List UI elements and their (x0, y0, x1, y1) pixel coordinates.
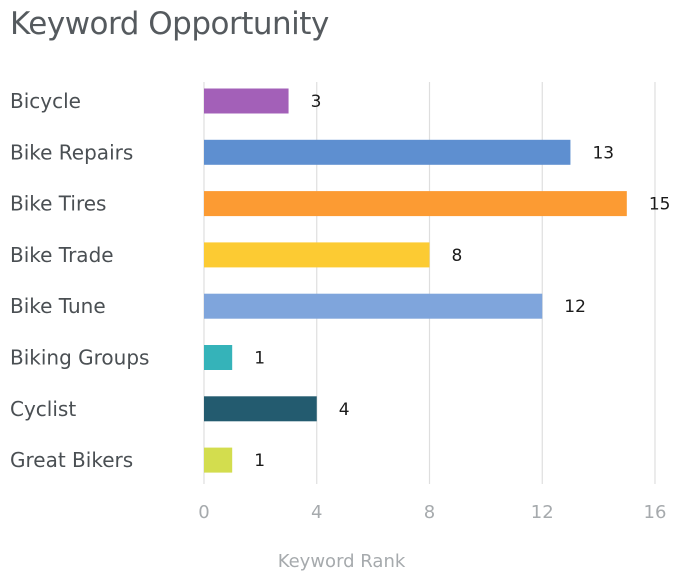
data-label: 12 (564, 297, 586, 317)
x-axis-ticks: 0 4 8 12 16 (198, 502, 666, 523)
bar (204, 242, 430, 268)
bar (204, 396, 317, 422)
category-labels: Bicycle Bike Repairs Bike Tires Bike Trade B… (10, 89, 149, 472)
bar (204, 447, 233, 473)
data-label: 4 (339, 400, 350, 420)
bar (204, 293, 543, 319)
category-label: Great Bikers (10, 448, 133, 472)
bar (204, 345, 233, 370)
data-label: 8 (452, 246, 463, 266)
x-tick-label: 8 (424, 502, 435, 523)
x-axis-label: Keyword Rank (278, 551, 406, 572)
data-label: 13 (592, 143, 614, 163)
bar (204, 88, 289, 114)
x-tick-label: 12 (531, 502, 554, 523)
bar (204, 139, 571, 165)
category-label: Biking Groups (10, 346, 149, 370)
category-label: Bike Trade (10, 243, 114, 267)
category-label: Cyclist (10, 397, 76, 421)
bar (204, 191, 627, 217)
category-label: Bike Tires (10, 192, 106, 216)
x-tick-label: 4 (311, 502, 322, 523)
category-label: Bicycle (10, 89, 81, 113)
x-tick-label: 0 (198, 502, 209, 523)
x-tick-label: 16 (644, 502, 667, 523)
data-label: 1 (254, 451, 265, 471)
bars (204, 88, 627, 473)
data-label: 3 (311, 92, 322, 112)
category-label: Bike Tune (10, 294, 106, 318)
chart-title: Keyword Opportunity (10, 6, 329, 42)
data-label: 1 (254, 349, 265, 369)
category-label: Bike Repairs (10, 140, 133, 164)
data-label: 15 (649, 195, 671, 215)
data-labels: 3 13 15 8 12 1 4 1 (254, 92, 670, 471)
